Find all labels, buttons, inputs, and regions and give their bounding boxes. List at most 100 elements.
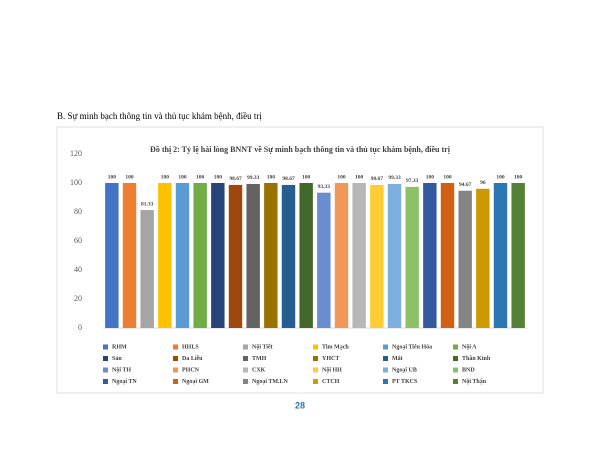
bar xyxy=(228,184,243,328)
value-label: 100 xyxy=(267,174,276,180)
bar xyxy=(193,183,207,328)
legend-label: Nội Thận xyxy=(462,379,487,385)
legend-swatch xyxy=(173,356,178,361)
legend-swatch xyxy=(173,379,178,384)
bar xyxy=(299,183,313,328)
value-label: 98.67 xyxy=(229,176,242,182)
legend-label: CTCH xyxy=(322,379,340,385)
legend-label: PT TKCS xyxy=(392,379,418,385)
value-label: 81.33 xyxy=(141,201,154,207)
legend-label: Nội HH xyxy=(322,367,342,373)
bar xyxy=(317,192,331,328)
bar xyxy=(105,183,119,328)
y-tick-label: 100 xyxy=(70,178,82,187)
legend-swatch xyxy=(453,367,458,373)
value-label: 97.33 xyxy=(406,178,419,184)
legend-label: Ngoại TN xyxy=(112,379,137,385)
legend-swatch xyxy=(453,344,458,350)
bar xyxy=(405,186,419,328)
y-tick-label: 20 xyxy=(74,294,82,303)
value-label: 98.67 xyxy=(282,176,295,182)
legend-label: Ngoại UB xyxy=(392,367,417,373)
legend-swatch xyxy=(453,356,458,361)
legend-swatch xyxy=(313,344,318,350)
bar xyxy=(511,183,525,328)
value-label: 100 xyxy=(514,174,523,180)
legend-swatch xyxy=(103,367,108,373)
legend-label: Thần Kinh xyxy=(462,355,491,362)
y-tick-label: 0 xyxy=(78,323,82,332)
value-label: 98.67 xyxy=(371,176,384,182)
legend-label: Da Liễu xyxy=(182,355,203,362)
value-label: 100 xyxy=(496,174,505,180)
legend-label: CXK xyxy=(252,367,266,373)
legend-swatch xyxy=(243,356,248,361)
bar xyxy=(246,183,260,328)
legend-label: BND xyxy=(462,367,475,373)
bar xyxy=(281,184,296,328)
legend-label: Tim Mạch xyxy=(322,344,349,350)
legend-label: Ngoại GM xyxy=(182,379,209,385)
legend-label: Nội A xyxy=(462,344,477,350)
bar xyxy=(476,188,490,328)
value-label: 100 xyxy=(108,174,117,180)
y-tick-label: 80 xyxy=(74,207,82,216)
legend-swatch xyxy=(103,379,108,384)
legend-swatch xyxy=(173,367,178,373)
legend-swatch xyxy=(243,367,248,373)
legend-swatch xyxy=(313,356,318,361)
value-label: 100 xyxy=(337,174,346,180)
legend-label: Nội Tiết xyxy=(252,343,273,350)
value-label: 100 xyxy=(443,174,452,180)
page-number: 28 xyxy=(295,400,305,410)
legend-label: Mắt xyxy=(392,355,403,362)
legend-swatch xyxy=(243,344,248,350)
chart-title: Đồ thị 2: Tỷ lệ hài lòng BNNT về Sự minh… xyxy=(150,145,451,154)
bar xyxy=(387,183,402,328)
bar xyxy=(493,183,508,328)
bar xyxy=(211,183,225,328)
value-label: 99.33 xyxy=(388,175,401,181)
bar xyxy=(122,183,137,328)
legend-swatch xyxy=(313,367,318,373)
bar xyxy=(264,183,278,328)
legend-swatch xyxy=(103,356,108,361)
legend-swatch xyxy=(383,379,388,384)
legend-swatch xyxy=(243,379,248,384)
legend-label: Sản xyxy=(112,356,122,362)
value-label: 100 xyxy=(302,174,311,180)
legend-swatch xyxy=(453,379,458,384)
legend-label: Nội TH xyxy=(112,367,131,373)
bar xyxy=(140,210,154,328)
y-tick-label: 120 xyxy=(70,149,82,158)
bar xyxy=(440,183,455,328)
legend-swatch xyxy=(383,356,388,361)
bar xyxy=(423,183,437,328)
value-label: 100 xyxy=(178,174,187,180)
value-label: 100 xyxy=(196,174,205,180)
legend-label: Ngoại TM.LN xyxy=(252,379,289,385)
bar xyxy=(158,183,172,328)
value-label: 100 xyxy=(426,174,435,180)
legend-swatch xyxy=(173,344,178,350)
bar xyxy=(458,190,472,328)
bar xyxy=(175,183,190,328)
value-label: 93.33 xyxy=(318,184,331,190)
bar xyxy=(370,184,384,328)
value-label: 99.33 xyxy=(247,175,260,181)
y-tick-label: 40 xyxy=(74,265,82,274)
value-label: 96 xyxy=(480,180,486,186)
y-tick-label: 60 xyxy=(74,236,82,245)
value-label: 94.67 xyxy=(459,182,472,188)
legend-label: RHM xyxy=(112,344,127,350)
bar xyxy=(334,183,349,328)
legend-label: HHLS xyxy=(182,344,199,350)
legend-label: TMH xyxy=(252,356,267,362)
legend-swatch xyxy=(383,344,388,350)
legend-swatch xyxy=(383,367,388,373)
value-label: 100 xyxy=(355,174,364,180)
legend-label: PHCN xyxy=(182,367,200,373)
value-label: 100 xyxy=(214,174,223,180)
section-heading: B. Sự minh bạch thông tin và thủ tục khá… xyxy=(57,111,262,121)
